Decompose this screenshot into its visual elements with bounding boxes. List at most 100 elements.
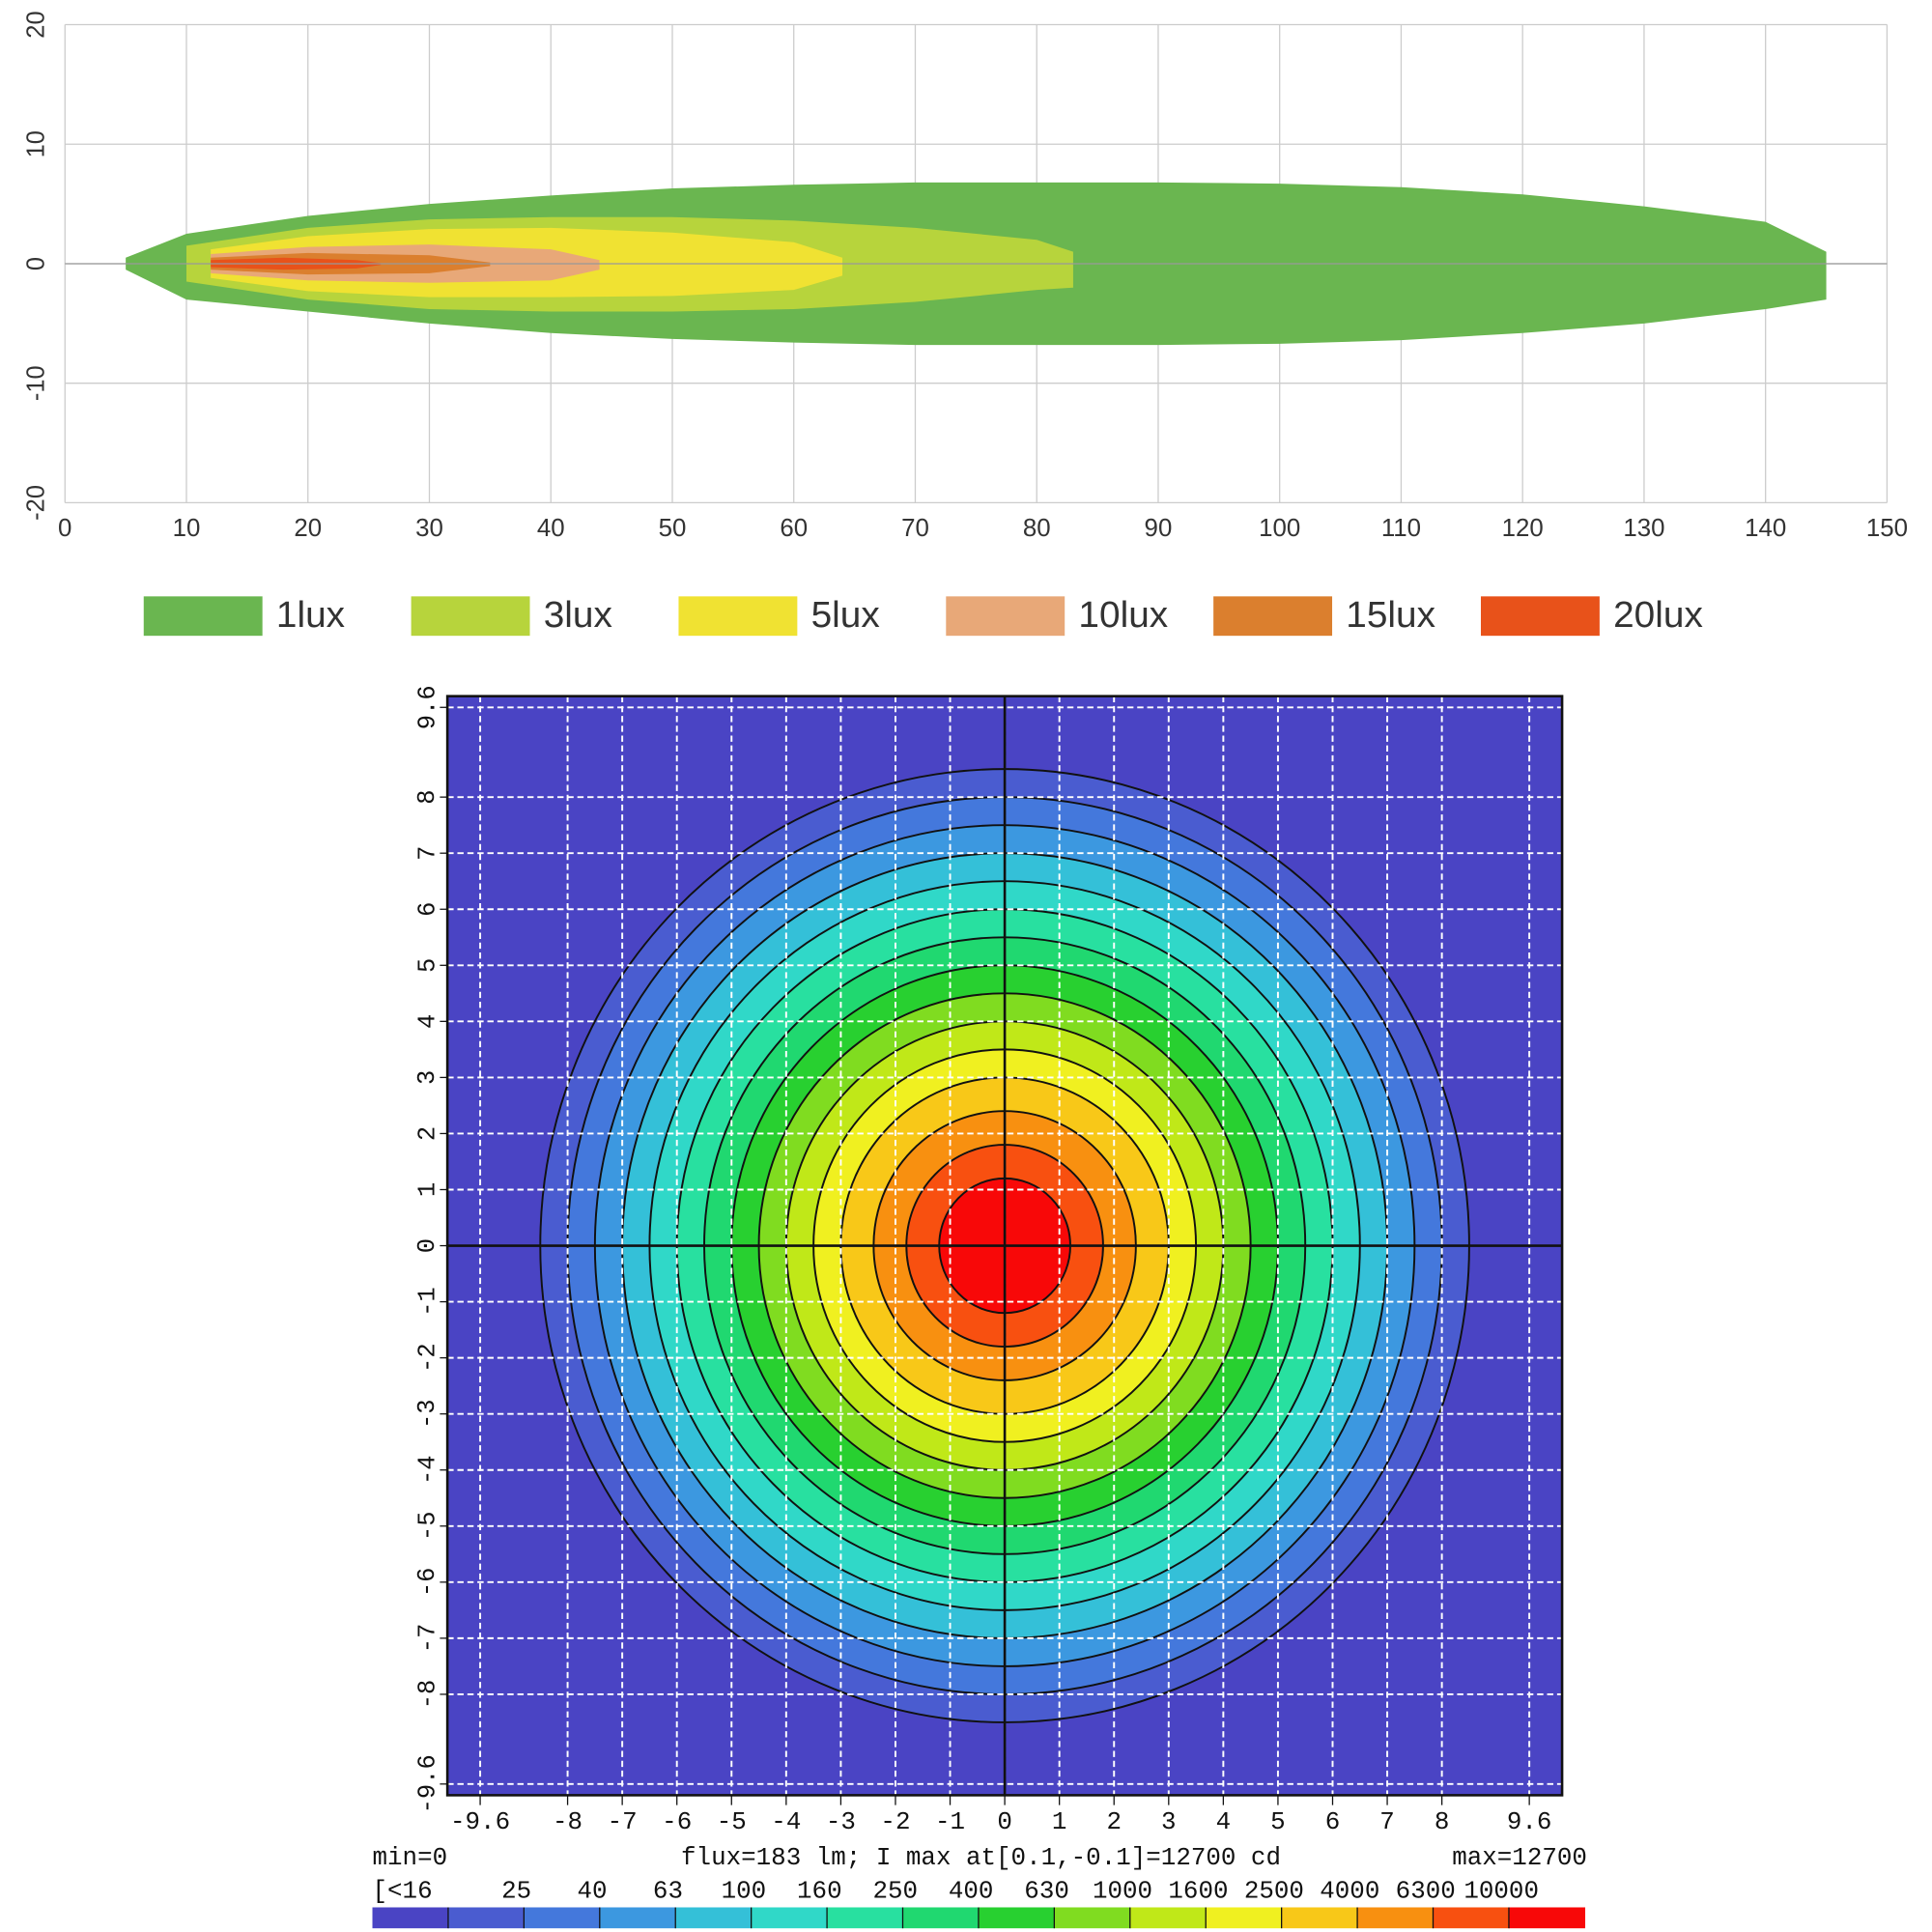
y-tick-label: -10 [22, 365, 49, 401]
x-tick-label: 20 [294, 515, 322, 542]
y-tick-label: -8 [413, 1680, 441, 1710]
stats-text: min=0 [373, 1844, 448, 1872]
y-tick-label: 4 [413, 1014, 441, 1029]
y-tick-label: -7 [413, 1624, 441, 1654]
legend-label: 1lux [276, 594, 345, 636]
y-tick-label: -20 [22, 485, 49, 521]
legend-label: 10lux [1078, 594, 1168, 636]
stats-text: flux=183 lm; I max at[0.1,-0.1]=12700 cd [681, 1844, 1281, 1872]
colorbar-segment [1054, 1907, 1131, 1929]
x-tick-label: 100 [1259, 515, 1300, 542]
colorbar-segment [1129, 1907, 1207, 1929]
colorbar-segment [599, 1907, 676, 1929]
x-tick-label: -4 [771, 1808, 801, 1836]
intensity-chart: -9.6 -8 -7 -6 -5 -4 -3 -2 -1 0 1 2 3 4 5 6 7 8 9.6 -9.6 -8 -7… [372, 685, 1587, 1929]
x-tick-label: 60 [780, 515, 808, 542]
colorbar-segment [524, 1907, 601, 1929]
y-tick-label: -5 [413, 1511, 441, 1541]
x-tick-label: 40 [537, 515, 565, 542]
colorbar-segment [751, 1907, 828, 1929]
y-tick-label: 9.6 [413, 685, 441, 729]
colorbar-segment [447, 1907, 526, 1929]
x-tick-label: 130 [1623, 515, 1664, 542]
x-tick-label: 4 [1216, 1808, 1232, 1836]
x-tick-label: -5 [717, 1808, 747, 1836]
y-tick-label: 5 [413, 958, 441, 973]
x-tick-label: 80 [1023, 515, 1051, 542]
y-tick-label: -4 [413, 1455, 441, 1485]
colorbar-segment [978, 1907, 1056, 1929]
colorbar-segment [1206, 1907, 1283, 1929]
x-tick-label: 8 [1435, 1808, 1450, 1836]
colorbar-segment [902, 1907, 980, 1929]
y-tick-label: -2 [413, 1343, 441, 1373]
colorbar-label: 2500 [1244, 1878, 1304, 1906]
colorbar-segment [372, 1907, 449, 1929]
legend-label: 3lux [544, 594, 612, 636]
y-tick-label: 1 [413, 1182, 441, 1197]
colorbar-label: 1000 [1093, 1878, 1152, 1906]
x-tick-label: 2 [1106, 1808, 1122, 1836]
x-tick-label: 1 [1052, 1808, 1067, 1836]
y-tick-label: 8 [413, 789, 441, 804]
isolux-chart: 0 10 20 30 40 50 60 70 80 90 100 110 120 130 140 150-20… [22, 11, 1908, 637]
colorbar-label: 63 [653, 1878, 683, 1906]
x-tick-label: 9.6 [1507, 1808, 1552, 1836]
y-tick-label: 2 [413, 1126, 441, 1141]
legend-swatch [946, 596, 1065, 637]
y-tick-label: 6 [413, 902, 441, 917]
plot-frame [445, 695, 1564, 1797]
colorbar-label: 6300 [1396, 1878, 1456, 1906]
y-tick-label: 0 [413, 1238, 441, 1253]
legend-label: 20lux [1613, 594, 1703, 636]
colorbar-label: [<16 [373, 1878, 433, 1906]
colorbar-segment [1433, 1907, 1510, 1929]
y-tick-label: -1 [413, 1287, 441, 1317]
x-tick-label: -2 [880, 1808, 910, 1836]
colorbar-segment [1281, 1907, 1358, 1929]
x-tick-label: 5 [1270, 1808, 1286, 1836]
y-tick-label: -6 [413, 1568, 441, 1598]
x-tick-label: 30 [415, 515, 443, 542]
legend-swatch [143, 596, 263, 637]
colorbar-label: 25 [501, 1878, 531, 1906]
x-tick-label: 3 [1161, 1808, 1177, 1836]
x-tick-label: -6 [662, 1808, 692, 1836]
legend-swatch [1480, 596, 1600, 637]
x-tick-label: 0 [58, 515, 71, 542]
x-tick-label: 50 [659, 515, 687, 542]
legend-swatch [1213, 596, 1333, 637]
colorbar-label: 4000 [1320, 1878, 1379, 1906]
y-tick-label: 0 [22, 257, 49, 270]
legend-label: 15lux [1346, 594, 1435, 636]
legend-swatch [678, 596, 798, 637]
colorbar-segment [675, 1907, 753, 1929]
x-tick-label: 0 [997, 1808, 1012, 1836]
x-tick-label: -8 [553, 1808, 582, 1836]
colorbar-label: 1600 [1168, 1878, 1228, 1906]
x-tick-label: 90 [1145, 515, 1173, 542]
colorbar-label: 630 [1024, 1878, 1069, 1906]
colorbar-label: 400 [949, 1878, 994, 1906]
y-tick-label: 3 [413, 1070, 441, 1085]
colorbar-label: 40 [578, 1878, 608, 1906]
x-tick-label: -3 [826, 1808, 856, 1836]
y-tick-label: 10 [22, 130, 49, 157]
colorbar-label: 160 [797, 1878, 842, 1906]
colorbar-segment [1508, 1907, 1586, 1929]
x-tick-label: 110 [1381, 515, 1421, 542]
x-tick-label: 7 [1379, 1808, 1395, 1836]
x-tick-label: 150 [1866, 515, 1908, 542]
colorbar-label: 100 [722, 1878, 767, 1906]
x-tick-label: 70 [901, 515, 929, 542]
colorbar-segment [827, 1907, 904, 1929]
x-tick-label: -7 [608, 1808, 638, 1836]
x-tick-label: -9.6 [450, 1808, 510, 1836]
colorbar-label: 10000 [1463, 1878, 1539, 1906]
x-tick-label: 140 [1745, 515, 1786, 542]
y-tick-label: 7 [413, 846, 441, 861]
x-tick-label: -1 [935, 1808, 965, 1836]
y-tick-label: -3 [413, 1399, 441, 1429]
